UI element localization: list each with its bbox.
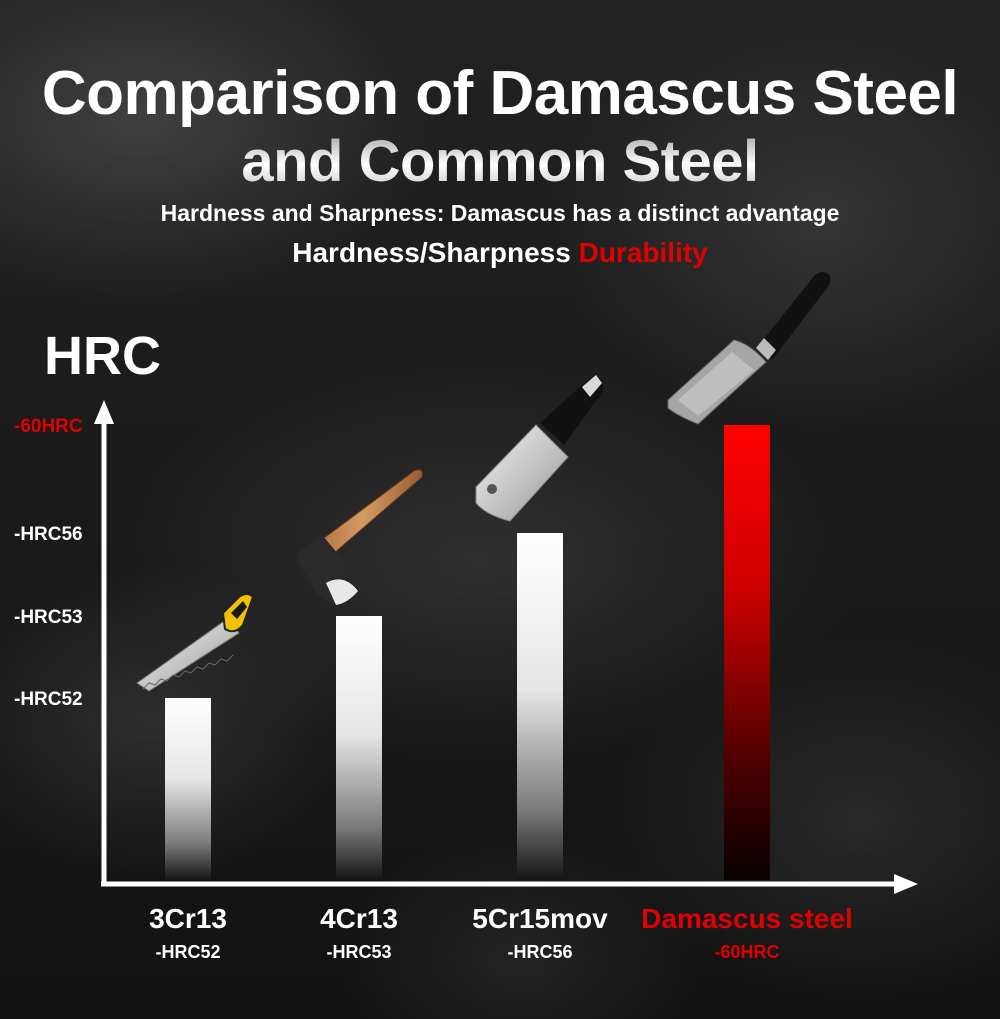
y-tick-labels: -HRC52 -HRC53 -HRC56 -60HRC — [14, 416, 83, 710]
title-line-1: Comparison of Damascus Steel — [41, 59, 959, 128]
x-tick-label: Damascus steel — [641, 903, 853, 934]
y-axis-arrow — [94, 400, 114, 424]
bar-4cr13 — [336, 616, 382, 880]
nakiri-knife-icon — [667, 272, 831, 425]
x-axis-arrow — [894, 874, 918, 894]
x-tick-label: 3Cr13 — [149, 903, 227, 934]
x-tick-label: 4Cr13 — [320, 903, 398, 934]
y-tick-label: -HRC56 — [14, 524, 83, 545]
y-tick-label: -HRC52 — [14, 689, 83, 710]
x-tick-sublabel: -HRC53 — [326, 942, 391, 962]
hand-saw-icon — [136, 593, 255, 692]
axe-icon — [298, 469, 423, 605]
subtitle-2: Hardness/Sharpness Durability — [0, 237, 1000, 269]
x-tick-sublabel: -HRC56 — [507, 942, 572, 962]
subtitle: Hardness and Sharpness: Damascus has a d… — [160, 200, 840, 226]
y-axis-title: HRC — [44, 326, 161, 386]
y-tick-label: -HRC53 — [14, 607, 83, 628]
x-tick-sublabel: -HRC52 — [155, 942, 220, 962]
x-tick-labels: 3Cr13 -HRC52 4Cr13 -HRC53 5Cr15mov -HRC56 Dama… — [149, 903, 853, 962]
x-tick-sublabel: -60HRC — [714, 942, 779, 962]
y-tick-label: -60HRC — [14, 416, 83, 437]
bar-5cr15mov — [517, 533, 563, 880]
cleaver-icon — [475, 375, 603, 522]
title-line-2: and Common Steel — [0, 128, 1000, 195]
bar-damascus-steel — [724, 425, 770, 880]
bars — [165, 425, 770, 880]
x-tick-label: 5Cr15mov — [472, 903, 608, 934]
axes — [94, 400, 918, 894]
subtitle-2-white: Hardness/Sharpness — [292, 237, 571, 268]
bar-3cr13 — [165, 698, 211, 880]
subtitle-2-red: Durability — [578, 237, 708, 268]
